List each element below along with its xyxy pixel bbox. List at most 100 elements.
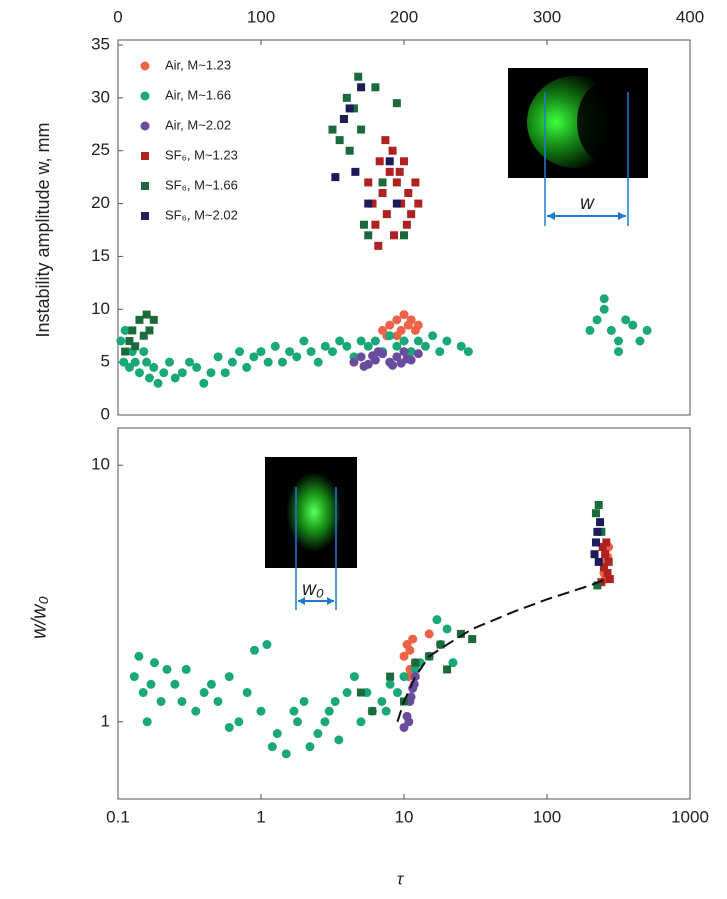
- circle-marker: [399, 347, 409, 357]
- circle-marker: [299, 336, 309, 346]
- legend-label: Air, M~1.66: [165, 87, 231, 102]
- square-marker: [392, 178, 401, 187]
- circle-marker: [381, 706, 391, 716]
- square-marker: [597, 578, 606, 587]
- square-marker: [392, 199, 401, 208]
- circle-marker: [456, 341, 466, 351]
- square-marker: [345, 104, 354, 113]
- circle-marker: [442, 336, 452, 346]
- circle-marker: [289, 706, 299, 716]
- circle-marker: [356, 352, 366, 362]
- circle-marker: [277, 357, 287, 367]
- circle-marker: [177, 368, 187, 378]
- legend-marker: [141, 212, 149, 220]
- circle-marker: [313, 357, 323, 367]
- circle-marker: [138, 688, 148, 698]
- circle-marker: [420, 341, 430, 351]
- square-marker: [395, 167, 404, 176]
- x-axis-label: τ: [397, 869, 405, 888]
- circle-marker: [224, 672, 234, 682]
- legend-label: Air, M~1.23: [165, 57, 231, 72]
- circle-marker: [432, 615, 442, 625]
- circle-marker: [599, 294, 609, 304]
- circle-marker: [335, 336, 345, 346]
- square-marker: [342, 93, 351, 102]
- circle-marker: [363, 341, 373, 351]
- circle-marker: [404, 717, 414, 727]
- circle-marker: [249, 352, 259, 362]
- circle-marker: [356, 717, 366, 727]
- circle-marker: [206, 368, 216, 378]
- circle-marker: [635, 336, 645, 346]
- circle-marker: [159, 368, 169, 378]
- circle-marker: [220, 368, 230, 378]
- x-tick-label: 300: [533, 7, 561, 26]
- circle-marker: [227, 357, 237, 367]
- circle-marker: [134, 368, 144, 378]
- circle-marker: [256, 347, 266, 357]
- x-tick-label: 10: [395, 807, 414, 826]
- circle-marker: [139, 347, 149, 357]
- square-marker: [385, 157, 394, 166]
- square-marker: [591, 509, 600, 518]
- circle-marker: [199, 378, 209, 388]
- circle-marker: [199, 688, 209, 698]
- square-marker: [371, 83, 380, 92]
- circle-marker: [262, 640, 272, 650]
- legend-label: Air, M~2.02: [165, 117, 231, 132]
- legend-label: SF₆, M~1.23: [165, 147, 238, 162]
- circle-marker: [463, 347, 473, 357]
- square-marker: [599, 563, 608, 572]
- circle-marker: [621, 315, 631, 325]
- square-marker: [331, 173, 340, 182]
- circle-marker: [406, 315, 416, 325]
- square-marker: [407, 210, 416, 219]
- square-marker: [364, 199, 373, 208]
- square-marker: [468, 635, 477, 644]
- circle-marker: [293, 717, 303, 727]
- circle-marker: [320, 717, 330, 727]
- circle-marker: [406, 692, 416, 702]
- circle-marker: [435, 347, 445, 357]
- inset-label: w₀: [302, 579, 324, 600]
- legend-label: SF₆, M~1.66: [165, 177, 238, 192]
- square-marker: [414, 199, 423, 208]
- circle-marker: [424, 629, 434, 639]
- circle-marker: [585, 325, 595, 335]
- square-marker: [374, 241, 383, 250]
- circle-marker: [328, 347, 337, 357]
- circle-marker: [413, 349, 423, 359]
- circle-marker: [399, 310, 409, 320]
- circle-marker: [170, 373, 180, 383]
- square-marker: [594, 500, 603, 509]
- circle-marker: [399, 651, 409, 661]
- circle-marker: [377, 696, 387, 706]
- y-tick-label: 10: [91, 299, 110, 318]
- square-marker: [368, 707, 377, 716]
- circle-marker: [235, 347, 245, 357]
- square-marker: [386, 672, 395, 681]
- square-marker: [149, 315, 158, 324]
- square-marker: [593, 527, 602, 536]
- y-tick-label: 20: [91, 193, 110, 212]
- circle-marker: [410, 672, 420, 682]
- x-tick-label: 100: [533, 807, 561, 826]
- y-tick-label: 30: [91, 87, 110, 106]
- circle-marker: [305, 742, 315, 752]
- square-marker: [591, 538, 600, 547]
- x-tick-label: 1: [256, 807, 265, 826]
- circle-marker: [342, 341, 352, 351]
- circle-marker: [413, 320, 423, 330]
- square-marker: [359, 220, 368, 229]
- x-tick-label: 0: [113, 7, 122, 26]
- circle-marker: [164, 357, 174, 367]
- square-marker: [135, 315, 144, 324]
- circle-marker: [388, 360, 398, 370]
- square-marker: [351, 167, 360, 176]
- x-tick-label: 100: [247, 7, 275, 26]
- circle-marker: [385, 320, 395, 330]
- circle-marker: [330, 696, 340, 706]
- legend-marker: [140, 91, 150, 101]
- circle-marker: [592, 315, 602, 325]
